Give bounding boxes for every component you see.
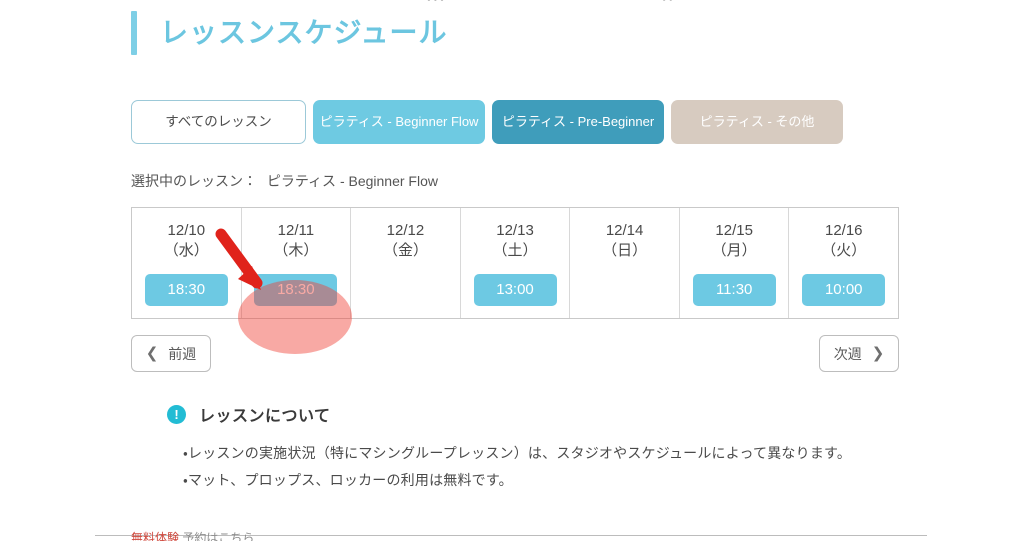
day-date: 12/16 <box>824 222 863 239</box>
next-week-label: 次週 <box>833 345 862 362</box>
tab-beginner-flow[interactable]: ピラティス - Beginner Flow <box>313 100 485 144</box>
exclamation-icon: ! <box>167 404 186 424</box>
prev-week-label: 前週 <box>168 345 197 362</box>
tab-other[interactable]: ピラティス - その他 <box>671 100 843 144</box>
content-container: レッスンスケジュール すべてのレッスン ピラティス - Beginner Flo… <box>131 0 921 495</box>
day-date: 12/14 <box>605 222 644 239</box>
tab-pre-beginner[interactable]: ピラティス - Pre-Beginner <box>492 100 664 144</box>
tab-all-lessons[interactable]: すべてのレッスン <box>131 100 306 144</box>
day-date: 12/10 <box>167 222 206 239</box>
time-slot-12-15[interactable]: 11:30 <box>692 273 776 306</box>
week-calendar: 12/10 （水） 18:30 12/11 （木） 18:30 12/12 （金… <box>131 207 899 319</box>
bottom-clip-grey: 予約はこちら <box>182 531 255 541</box>
next-week-button[interactable]: 次週 ❯ <box>819 335 899 372</box>
time-slot-12-10[interactable]: 18:30 <box>144 273 228 306</box>
day-date: 12/12 <box>386 222 425 239</box>
tab-pre-beginner-label: ピラティス - Pre-Beginner <box>501 114 655 130</box>
day-dow: （火） <box>821 242 867 260</box>
tab-beginner-flow-label: ピラティス - Beginner Flow <box>319 114 479 130</box>
day-column-12-11: 12/11 （木） 18:30 <box>242 208 352 318</box>
bottom-clip-red: 無料体験 <box>131 531 180 541</box>
day-column-12-14: 12/14 （日） <box>570 208 680 318</box>
time-slot-empty-12-14 <box>583 274 666 306</box>
week-navigation: ❮ 前週 次週 ❯ <box>131 335 899 372</box>
list-item: ・マット、プロップス、ロッカーの利用は無料です。 <box>183 472 513 489</box>
day-dow: （木） <box>273 242 319 260</box>
time-slot-12-11[interactable]: 18:30 <box>254 273 338 306</box>
page-title: レッスンスケジュール <box>160 17 448 48</box>
chevron-right-icon: ❯ <box>871 345 885 362</box>
selected-lesson-value: ピラティス - Beginner Flow <box>266 173 438 189</box>
day-column-12-16: 12/16 （火） 10:00 <box>789 208 898 318</box>
top-clip-segment-a: — <box>86 0 101 5</box>
day-date: 12/11 <box>277 222 315 239</box>
day-dow: （日） <box>602 242 648 260</box>
lesson-type-tabs: すべてのレッスン ピラティス - Beginner Flow ピラティス - P… <box>131 100 921 144</box>
lesson-info-block: ! レッスンについて ・レッスンの実施状況（特にマシングループレッスン）は、スタ… <box>131 402 921 495</box>
top-clip-segment-c: •• <box>662 0 675 5</box>
bottom-clipped-text: 無料体験 予約はこちら <box>131 529 631 541</box>
top-clip-segment-b: ••• <box>427 0 447 5</box>
lesson-info-list: ・レッスンの実施状況（特にマシングループレッスン）は、スタジオやスケジュールによ… <box>183 440 921 495</box>
day-column-12-15: 12/15 （月） 11:30 <box>680 208 790 318</box>
day-dow: （水） <box>163 242 209 260</box>
day-column-12-10: 12/10 （水） 18:30 <box>132 208 242 318</box>
selected-lesson-row: 選択中のレッスン： ピラティス - Beginner Flow <box>131 171 921 191</box>
day-column-12-13: 12/13 （土） 13:00 <box>461 208 571 318</box>
bottom-divider <box>95 535 927 536</box>
day-dow: （土） <box>492 242 538 260</box>
lesson-info-header: ! レッスンについて <box>167 402 921 426</box>
day-dow: （金） <box>382 242 428 260</box>
day-date: 12/15 <box>715 222 753 239</box>
lesson-info-title: レッスンについて <box>199 408 331 425</box>
time-slot-12-13[interactable]: 13:00 <box>473 273 557 306</box>
selected-lesson-label: 選択中のレッスン： <box>131 173 257 189</box>
prev-week-button[interactable]: ❮ 前週 <box>131 335 211 372</box>
chevron-left-icon: ❮ <box>145 345 159 362</box>
time-slot-empty-12-12 <box>364 274 447 306</box>
time-slot-12-16[interactable]: 10:00 <box>802 273 886 306</box>
tab-all-lessons-label: すべてのレッスン <box>165 113 272 129</box>
list-item: ・レッスンの実施状況（特にマシングループレッスン）は、スタジオやスケジュールによ… <box>183 445 852 461</box>
title-accent-bar <box>131 11 137 55</box>
day-date: 12/13 <box>496 222 534 239</box>
tab-other-label: ピラティス - その他 <box>699 114 815 130</box>
day-dow: （月） <box>711 242 757 260</box>
top-clipped-text: — ••• •• <box>0 0 1024 5</box>
page-title-row: レッスンスケジュール <box>131 11 921 55</box>
day-column-12-12: 12/12 （金） <box>351 208 461 318</box>
